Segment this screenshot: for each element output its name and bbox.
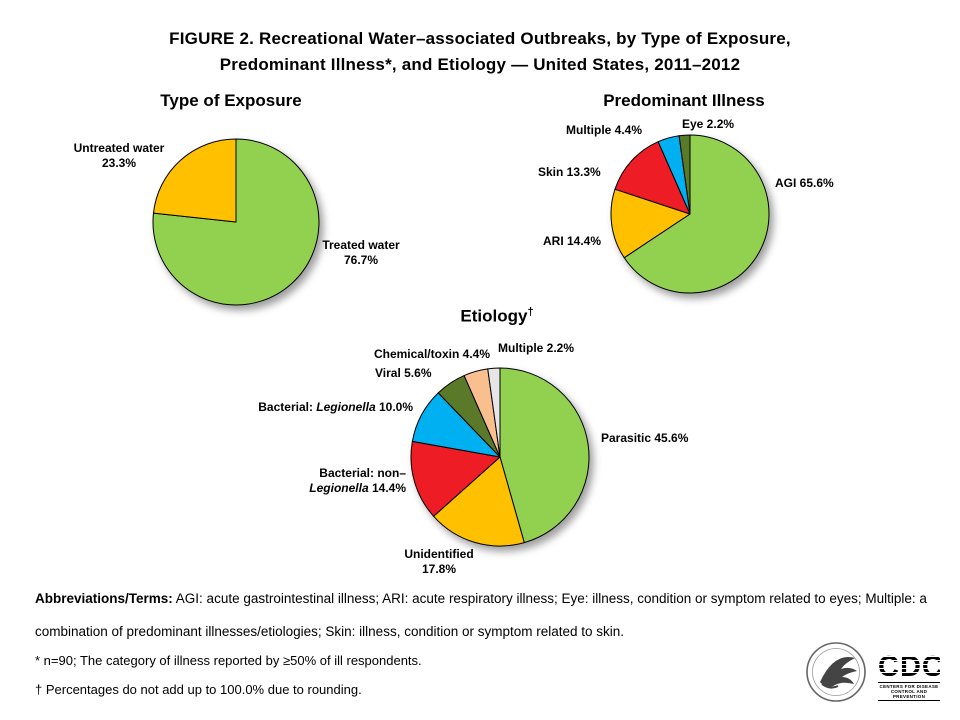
figure-title-line1: FIGURE 2. Recreational Water–associated … <box>169 29 791 48</box>
footnote-asterisk: * n=90; The category of illness reported… <box>35 653 422 668</box>
cdc-logo: CDC CENTERS FOR DISEASE CONTROL AND PREV… <box>878 651 944 701</box>
illness-pie-chart <box>608 132 772 296</box>
pie-svg-illness <box>610 134 770 294</box>
pie-svg-exposure <box>152 138 320 306</box>
callout-legionella-name: Legionella <box>316 400 376 414</box>
pie-slice-untreated-water <box>152 138 237 223</box>
callout-legionella-prefix: Bacterial: <box>258 400 317 414</box>
footnote-abbreviations-line1: Abbreviations/Terms: AGI: acute gastroin… <box>35 591 927 606</box>
callout-treated-line1: Treated water <box>322 238 400 252</box>
pie-slice-unidentified <box>433 456 525 547</box>
footnote-abbrev-label: Abbreviations/Terms: <box>35 591 173 606</box>
pie-svg-etiology <box>410 367 590 547</box>
callout-chemical-toxin: Chemical/toxin 4.4% <box>373 347 490 361</box>
cdc-logo-acronym: CDC <box>878 651 944 683</box>
hhs-eagle-icon <box>806 642 866 702</box>
callout-viral: Viral 5.6% <box>375 366 432 380</box>
callout-bacterial-nonlegionella: Bacterial: non– Legionella 14.4% <box>298 466 406 496</box>
callout-nonlegionella-line2: Legionella 14.4% <box>298 481 406 496</box>
footnote-abbrev-text: AGI: acute gastrointestinal illness; ARI… <box>172 591 927 606</box>
figure-title-line2: Predominant Illness*, and Etiology — Uni… <box>219 55 741 74</box>
etiology-pie-chart <box>408 365 592 549</box>
etiology-chart-title: Etiology† <box>417 306 577 327</box>
callout-nonlegionella-pct: 14.4% <box>368 481 406 495</box>
callout-unidentified-line1: Unidentified <box>404 547 474 561</box>
callout-nonlegionella-line1: Bacterial: non– <box>319 466 406 480</box>
pie-slice-skin <box>614 141 691 215</box>
callout-parasitic: Parasitic 45.6% <box>601 431 689 445</box>
callout-untreated-line1: Untreated water <box>73 141 165 155</box>
hhs-logo <box>804 640 868 704</box>
pie-slice-parasitic <box>499 367 590 544</box>
pie-slice-ari <box>610 188 691 259</box>
callout-unidentified: Unidentified 17.8% <box>394 547 484 577</box>
callout-skin: Skin 13.3% <box>538 165 601 179</box>
figure-title: FIGURE 2. Recreational Water–associated … <box>0 26 960 78</box>
callout-multiple-etiology: Multiple 2.2% <box>498 341 575 355</box>
footnote-dagger: † Percentages do not add up to 100.0% du… <box>35 682 362 697</box>
cdc-logo-tagline: CENTERS FOR DISEASE CONTROL AND PREVENTI… <box>878 682 940 701</box>
etiology-chart-title-text: Etiology <box>460 306 528 326</box>
callout-treated-water: Treated water 76.7% <box>316 238 406 268</box>
callout-treated-line2: 76.7% <box>343 253 379 267</box>
callout-bacterial-legionella: Bacterial: Legionella 10.0% <box>258 400 413 415</box>
callout-multiple-illness: Multiple 4.4% <box>566 123 643 137</box>
callout-eye: Eye 2.2% <box>682 117 735 131</box>
pie-slice-bacterial-non-legionella <box>410 440 501 517</box>
pie-slice-eye <box>678 134 691 215</box>
exposure-chart-title: Type of Exposure <box>160 91 302 110</box>
exposure-pie-chart <box>150 136 322 308</box>
callout-agi: AGI 65.6% <box>775 176 834 190</box>
pie-slice-treated-water <box>152 138 320 306</box>
pie-slice-agi <box>623 134 770 294</box>
pie-slice-multiple <box>487 367 501 458</box>
callout-ari: ARI 14.4% <box>543 234 602 248</box>
footnote-abbreviations-line2: combination of predominant illnesses/eti… <box>35 624 625 639</box>
etiology-title-dagger: † <box>527 306 534 318</box>
callout-legionella-pct: 10.0% <box>375 400 413 414</box>
callout-nonlegionella-name: Legionella <box>309 481 369 495</box>
callout-untreated-water: Untreated water 23.3% <box>58 141 180 171</box>
callout-unidentified-line2: 17.8% <box>421 562 457 576</box>
callout-untreated-line2: 23.3% <box>101 156 137 170</box>
illness-chart-title: Predominant Illness <box>603 91 765 110</box>
